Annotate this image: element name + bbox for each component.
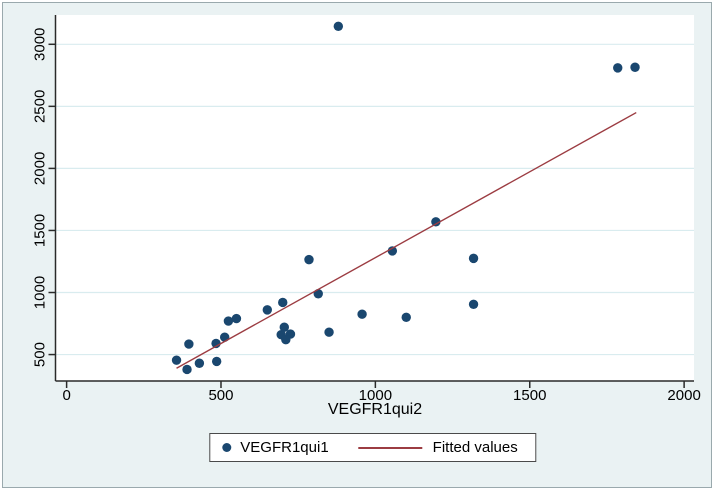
x-tick-label: 2000 xyxy=(667,387,700,404)
x-tick-label: 500 xyxy=(208,387,233,404)
x-axis-title: VEGFR1qui2 xyxy=(327,401,423,418)
data-point xyxy=(219,332,230,342)
data-point xyxy=(278,297,288,308)
y-tick-label: 2000 xyxy=(32,152,49,185)
x-tick-label: 1000 xyxy=(359,387,392,404)
data-point xyxy=(231,313,242,324)
legend-item-scatter: VEGFR1qui1 xyxy=(222,439,329,456)
fitted-line xyxy=(176,111,637,369)
data-point xyxy=(211,338,221,349)
y-tick-label: 2500 xyxy=(32,90,49,123)
data-point xyxy=(184,339,194,349)
legend-item-fitline: Fitted values xyxy=(358,439,518,456)
data-point xyxy=(431,217,441,227)
y-tick-label: 500 xyxy=(32,342,49,367)
data-point xyxy=(182,364,192,375)
data-point xyxy=(194,358,205,368)
axes xyxy=(48,15,694,388)
y-tick-label: 1500 xyxy=(32,214,49,247)
x-tick-label: 0 xyxy=(62,387,70,404)
data-point xyxy=(211,356,222,367)
y-tick-label: 1000 xyxy=(32,276,49,309)
data-point xyxy=(357,309,367,319)
legend: VEGFR1qui1 Fitted values xyxy=(209,433,537,462)
legend-label-scatter: VEGFR1qui1 xyxy=(240,439,329,456)
data-point xyxy=(401,312,411,323)
data-point xyxy=(171,355,182,365)
x-tick-label: 1500 xyxy=(513,387,546,404)
data-point xyxy=(468,299,479,310)
scatter-series xyxy=(171,21,640,375)
legend-scatter-marker-icon xyxy=(222,443,232,452)
data-point xyxy=(333,21,344,31)
data-point xyxy=(262,305,273,315)
data-point xyxy=(304,254,314,265)
data-point xyxy=(279,322,289,332)
data-point xyxy=(387,246,398,256)
tick-labels: 500 1000 1500 2000 2500 3000 0 500 1000 1500 2000 xyxy=(32,28,701,404)
data-point xyxy=(630,62,640,72)
data-point xyxy=(223,316,234,326)
data-point xyxy=(281,334,291,345)
plot-area xyxy=(55,15,694,381)
legend-fitline-marker-icon xyxy=(358,446,423,449)
gridlines xyxy=(55,43,694,356)
data-point xyxy=(468,253,479,264)
legend-label-fitline: Fitted values xyxy=(432,439,518,456)
y-tick-label: 3000 xyxy=(32,28,49,61)
data-point xyxy=(324,327,334,337)
data-point xyxy=(613,63,623,73)
